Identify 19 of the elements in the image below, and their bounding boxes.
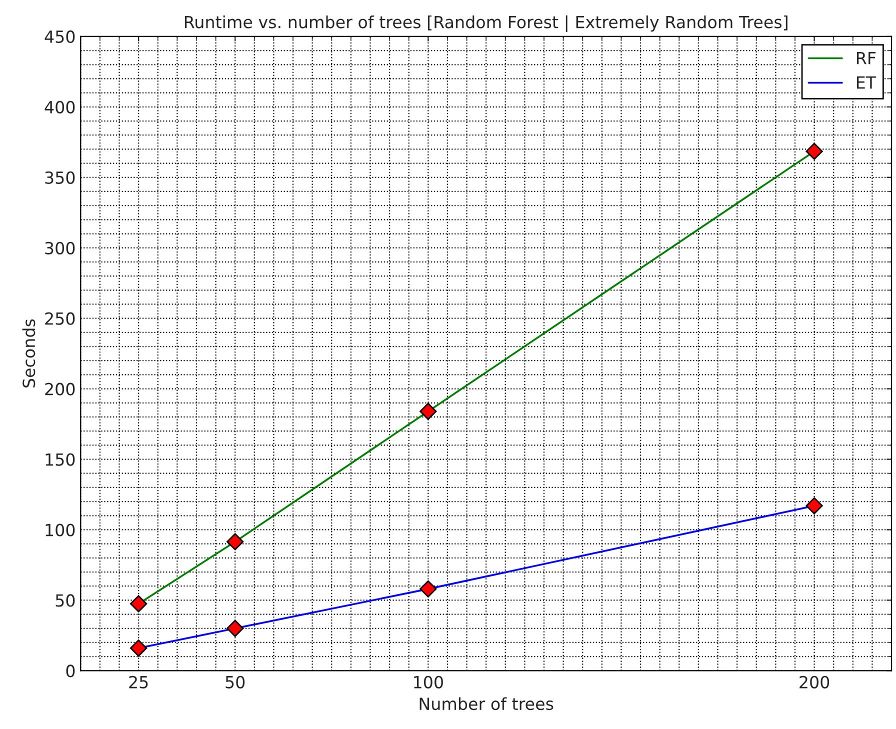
y-tick-label: 350 xyxy=(45,171,75,184)
x-axis-title: Number of trees xyxy=(420,697,554,710)
x-tick-label: 200 xyxy=(800,676,830,688)
y-tick-label: 200 xyxy=(45,382,75,396)
legend-label: RF xyxy=(856,52,876,64)
y-tick-label: 150 xyxy=(46,453,75,466)
y-tick-label: 100 xyxy=(46,524,75,536)
y-tick-label: 300 xyxy=(45,242,75,254)
y-tick-label: 0 xyxy=(66,664,75,678)
legend-label: ET xyxy=(856,76,876,89)
x-tick-label: 50 xyxy=(226,676,245,688)
y-tick-label: 250 xyxy=(45,312,75,325)
y-axis-title: Seconds xyxy=(22,319,36,388)
y-tick-label: 400 xyxy=(44,100,75,114)
x-tick-label: 25 xyxy=(129,676,148,688)
x-tick-label: 100 xyxy=(414,676,443,688)
chart-title: Runtime vs. number of trees [Random Forest | Extremely Random Trees] xyxy=(184,15,788,32)
y-tick-label: 450 xyxy=(44,30,75,44)
y-tick-label: 50 xyxy=(56,594,75,607)
